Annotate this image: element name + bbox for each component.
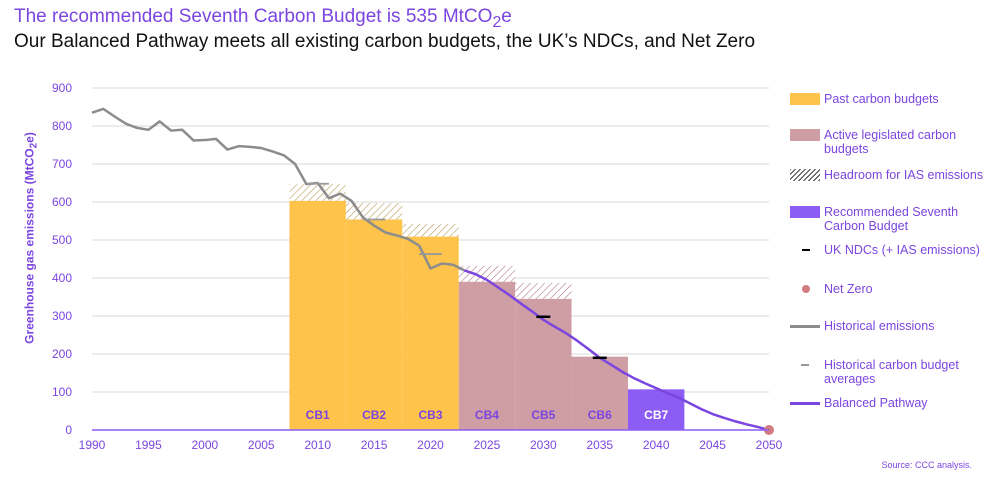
x-tick-label: 1990: [79, 438, 106, 452]
x-tick-label: 2020: [417, 438, 444, 452]
legend-swatch: [790, 244, 820, 256]
x-tick-label: 2005: [248, 438, 275, 452]
axes: 0 100 200 300 400 500 600 700 800 900 1990 1995 2000…: [52, 81, 783, 452]
legend-label: Past carbon budgets: [824, 92, 939, 106]
budget-bar-cb1: [289, 200, 346, 430]
legend-item: Balanced Pathway: [790, 396, 984, 410]
y-tick-label: 500: [52, 233, 72, 247]
legend-swatch: [790, 283, 820, 295]
legend-label: Active legislated carbon budgets: [824, 128, 957, 156]
headroom-bar: [289, 184, 346, 201]
budget-label: CB6: [588, 408, 612, 422]
legend-swatch: [790, 206, 820, 218]
legend-swatch: [790, 359, 820, 371]
budget-bars: CB1 CB2 CB3 CB4 CB5 CB6 CB7: [289, 184, 685, 430]
headroom-bar: [402, 224, 459, 237]
x-tick-label: 2025: [474, 438, 501, 452]
y-tick-label: 900: [52, 81, 72, 95]
x-tick-label: 2045: [699, 438, 726, 452]
y-tick-label: 100: [52, 385, 72, 399]
legend: Past carbon budgets Active legislated car…: [790, 0, 995, 440]
legend-item: Active legislated carbon budgets: [790, 128, 984, 156]
y-tick-label: 200: [52, 347, 72, 361]
y-tick-label: 700: [52, 157, 72, 171]
y-tick-label: 400: [52, 271, 72, 285]
headroom-bar: [345, 203, 403, 220]
legend-item: Historical emissions: [790, 319, 984, 333]
headroom-bar: [458, 265, 516, 282]
x-tick-label: 2030: [530, 438, 557, 452]
legend-item: UK NDCs (+ IAS emissions): [790, 243, 984, 257]
legend-item: Net Zero: [790, 282, 984, 296]
legend-label: Historical carbon budget averages: [824, 358, 959, 386]
x-tick-label: 2010: [304, 438, 331, 452]
legend-item: Recommended Seventh Carbon Budget: [790, 205, 984, 233]
source-note: Source: CCC analysis.: [881, 460, 972, 470]
legend-label: Recommended Seventh Carbon Budget: [824, 205, 959, 233]
chart-title: The recommended Seventh Carbon Budget is…: [14, 6, 512, 31]
budget-label: CB2: [362, 408, 386, 422]
budget-label: CB5: [531, 408, 555, 422]
legend-label: Historical emissions: [824, 319, 935, 333]
budget-bar-cb2: [345, 219, 403, 430]
x-tick-label: 2000: [191, 438, 218, 452]
x-tick-label: 1995: [135, 438, 162, 452]
budget-label: CB1: [306, 408, 330, 422]
y-tick-label: 300: [52, 309, 72, 323]
budget-label: CB4: [475, 408, 499, 422]
x-tick-label: 2040: [643, 438, 670, 452]
legend-swatch: [790, 397, 820, 409]
x-tick-label: 2050: [756, 438, 783, 452]
legend-item: Headroom for IAS emissions: [790, 168, 984, 182]
legend-swatch: [790, 169, 820, 181]
x-tick-label: 2015: [361, 438, 388, 452]
legend-label: Headroom for IAS emissions: [824, 168, 984, 182]
balanced-pathway-line: [463, 269, 770, 432]
legend-swatch: [790, 129, 820, 141]
budget-bar-cb4: [458, 281, 516, 430]
y-tick-label: 600: [52, 195, 72, 209]
legend-swatch: [790, 320, 820, 332]
x-tick-label: 2035: [586, 438, 613, 452]
historical-emissions-line: [91, 107, 465, 272]
budget-label: CB3: [418, 408, 442, 422]
legend-label: Balanced Pathway: [824, 396, 928, 410]
y-tick-label: 0: [65, 423, 72, 437]
chart-subtitle: Our Balanced Pathway meets all existing …: [14, 31, 756, 52]
y-tick-label: 800: [52, 119, 72, 133]
legend-swatch: [790, 93, 820, 105]
legend-item: Past carbon budgets: [790, 92, 984, 106]
legend-label: Net Zero: [824, 282, 873, 296]
headroom-bar: [515, 282, 572, 299]
budget-label: CB7: [644, 408, 668, 422]
legend-item: Historical carbon budget averages: [790, 358, 984, 386]
legend-label: UK NDCs (+ IAS emissions): [824, 243, 980, 257]
